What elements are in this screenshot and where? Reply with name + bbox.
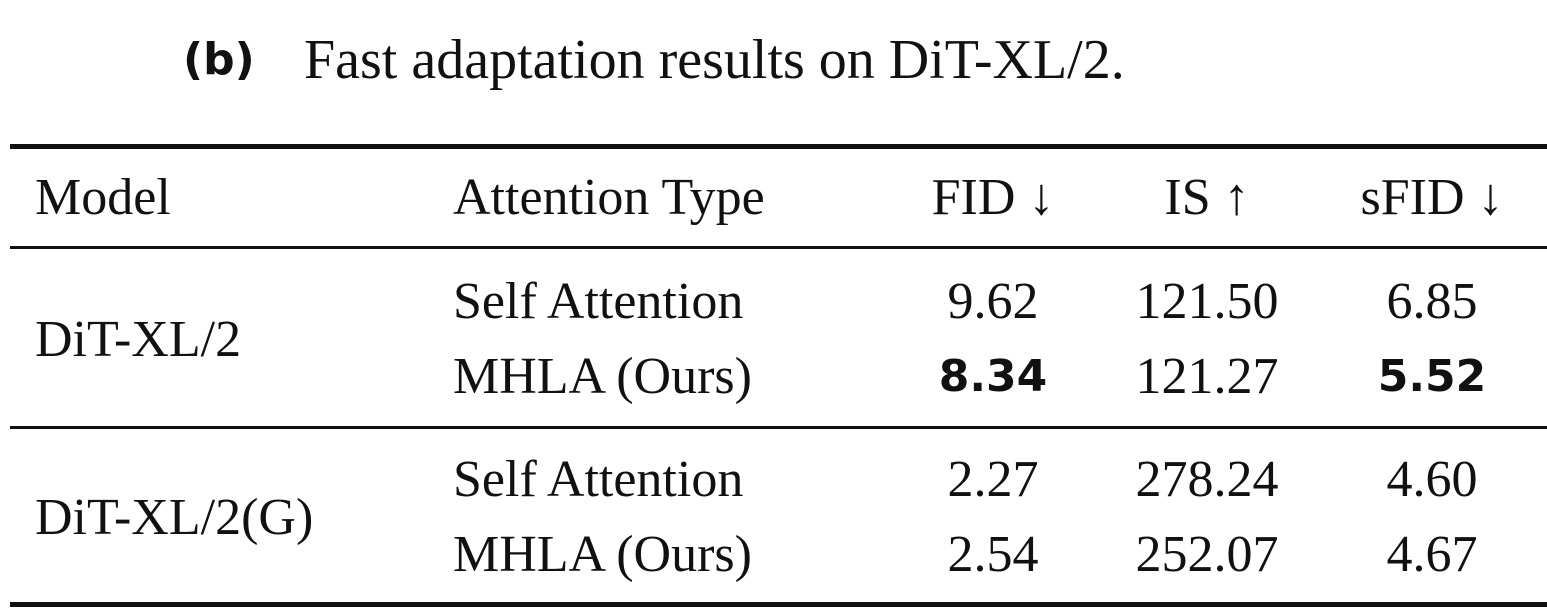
model-cell: DiT-XL/2	[35, 310, 242, 368]
group-rule	[10, 426, 1547, 429]
caption-text: Fast adaptation results on DiT-XL/2.	[304, 29, 1125, 91]
header-cell: sFID ↓	[1360, 169, 1504, 226]
caption-label: (b)	[183, 34, 255, 85]
table-cell: 8.34	[938, 351, 1048, 402]
table-cell: 5.52	[1377, 351, 1487, 402]
table-cell: 252.07	[1135, 526, 1279, 583]
table-cell: Self Attention	[453, 451, 744, 508]
header-cell: Model	[35, 169, 171, 226]
table-cell: 121.50	[1135, 273, 1279, 330]
table-cell: 2.27	[947, 451, 1039, 508]
table-cell: 4.60	[1386, 451, 1478, 508]
header-rule	[10, 246, 1547, 249]
table-cell: 2.54	[947, 526, 1039, 583]
table-cell: MHLA (Ours)	[453, 348, 752, 405]
table-cell: 6.85	[1386, 273, 1478, 330]
table-cell: Self Attention	[453, 273, 744, 330]
table-cell: 278.24	[1135, 451, 1279, 508]
table-cell: 4.67	[1386, 526, 1478, 583]
header-cell: Attention Type	[453, 169, 765, 226]
bottom-rule	[10, 602, 1547, 607]
table-cell: 9.62	[947, 273, 1039, 330]
model-cell: DiT-XL/2(G)	[35, 488, 314, 546]
table-cell: MHLA (Ours)	[453, 526, 752, 583]
top-rule	[10, 144, 1547, 149]
header-cell: FID ↓	[931, 169, 1055, 226]
table-cell: 121.27	[1135, 348, 1279, 405]
header-cell: IS ↑	[1164, 169, 1250, 226]
